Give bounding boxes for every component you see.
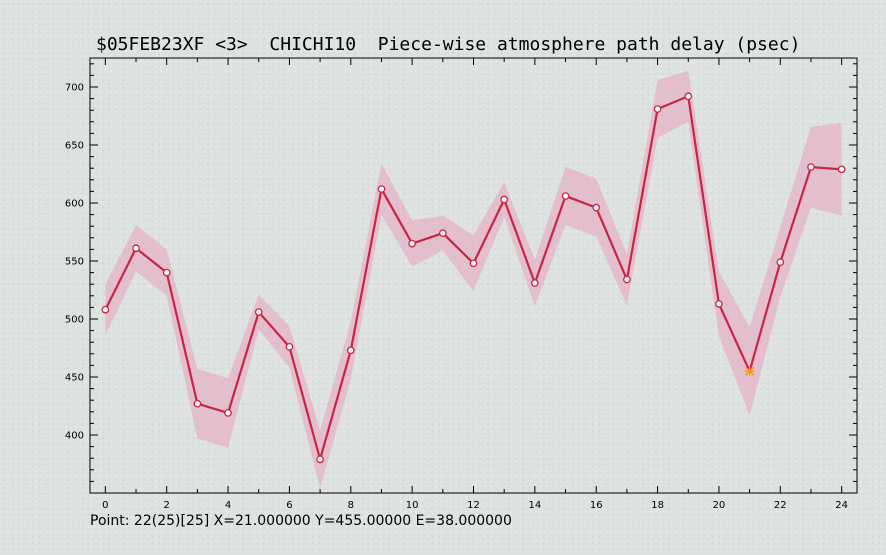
x-tick-label: 4 — [225, 500, 231, 511]
y-tick-label: 600 — [65, 199, 84, 210]
y-tick-label: 500 — [65, 315, 84, 326]
x-tick-label: 12 — [467, 500, 480, 511]
data-point[interactable] — [316, 455, 324, 464]
x-tick-label: 10 — [406, 500, 419, 511]
data-point[interactable] — [254, 308, 263, 316]
data-point[interactable] — [531, 279, 539, 287]
chart-title: $05FEB23XF <3> CHICHI10 Piece-wise atmos… — [96, 34, 801, 55]
data-point[interactable] — [193, 399, 202, 408]
status-readout: Point: 22(25)[25] X=21.000000 Y=455.0000… — [90, 513, 512, 529]
x-tick-label: 2 — [164, 500, 170, 511]
data-point[interactable] — [285, 342, 294, 351]
data-point[interactable] — [101, 305, 110, 314]
y-tick-label: 450 — [65, 373, 84, 384]
x-tick-label: 6 — [286, 500, 292, 511]
data-point[interactable] — [653, 105, 662, 113]
highlighted-point[interactable] — [744, 366, 755, 377]
x-tick-label: 8 — [348, 500, 354, 511]
data-point[interactable] — [500, 195, 509, 204]
y-tick-label: 550 — [65, 257, 84, 268]
data-point[interactable] — [715, 300, 723, 308]
y-tick-label: 650 — [65, 141, 84, 152]
x-tick-label: 24 — [835, 500, 848, 511]
data-point[interactable] — [346, 346, 355, 355]
data-point[interactable] — [807, 163, 815, 171]
x-tick-label: 20 — [713, 500, 726, 511]
data-point[interactable] — [438, 229, 447, 238]
error-band-layer — [105, 70, 842, 489]
data-point[interactable] — [377, 185, 386, 193]
x-tick-label: 0 — [102, 500, 108, 511]
data-point[interactable] — [837, 165, 846, 174]
x-tick-label: 16 — [590, 500, 603, 511]
y-tick-label: 700 — [65, 83, 84, 94]
data-point[interactable] — [132, 244, 140, 253]
data-point[interactable] — [592, 203, 601, 212]
axes-layer: 0 2 4 6 8 10 12 14 16 18 20 22 244004505005506006507… — [65, 58, 857, 511]
data-point[interactable] — [469, 259, 478, 268]
x-tick-label: 14 — [528, 500, 541, 511]
data-point[interactable] — [162, 268, 171, 277]
x-tick-label: 22 — [774, 500, 787, 511]
x-tick-label: 18 — [651, 500, 664, 511]
data-point[interactable] — [408, 239, 416, 248]
data-point[interactable] — [561, 192, 570, 200]
points-layer[interactable] — [101, 92, 846, 464]
data-point[interactable] — [623, 275, 631, 284]
error-band — [105, 70, 842, 489]
data-point[interactable] — [776, 258, 785, 267]
y-tick-label: 400 — [65, 431, 84, 442]
data-point[interactable] — [224, 409, 232, 417]
data-point[interactable] — [684, 92, 693, 101]
